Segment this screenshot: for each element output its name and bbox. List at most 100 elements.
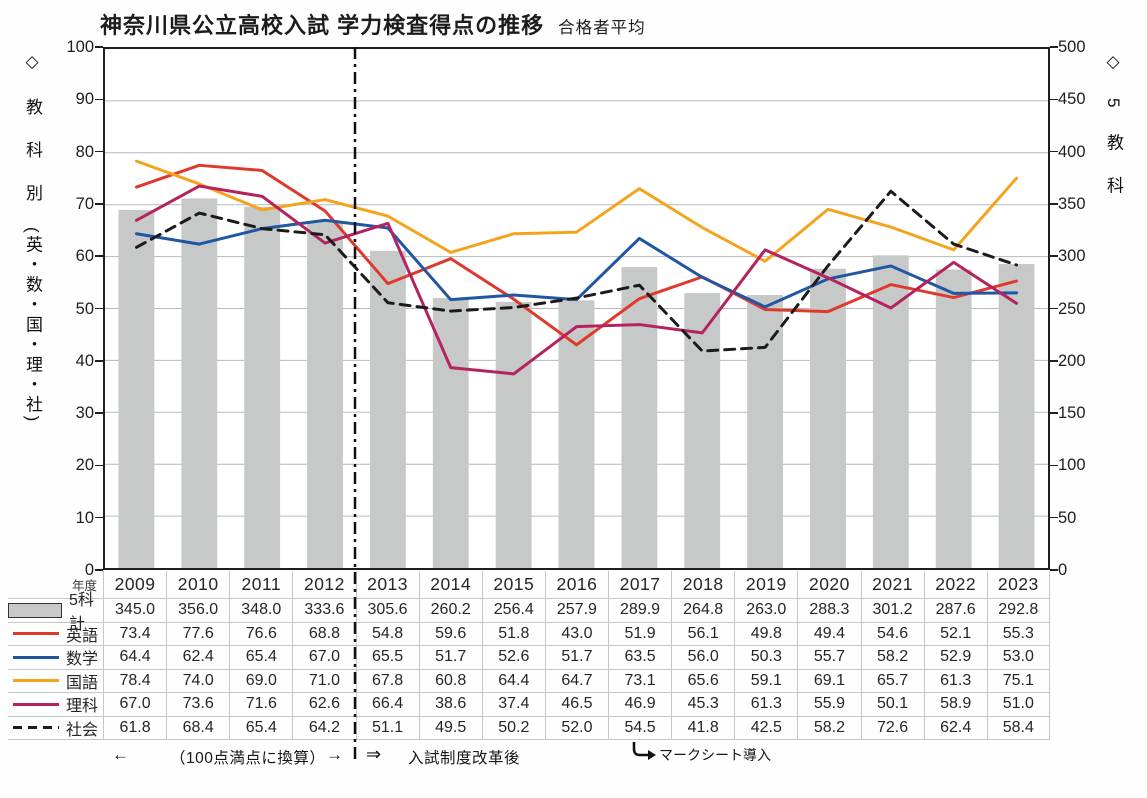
left-axis-title: ◇教科別(英・数・国・理・社) xyxy=(23,52,42,425)
tick-mark xyxy=(1050,46,1058,48)
chart-subtitle: 合格者平均 xyxy=(558,19,646,37)
legend-item-science: 理科 xyxy=(8,693,103,717)
line-swatch-social xyxy=(12,726,59,730)
tick-mark xyxy=(95,203,103,205)
value-total5-2022: 287.6 xyxy=(923,599,987,623)
right-tick-label: 250 xyxy=(1058,299,1086,318)
tick-mark xyxy=(1050,203,1058,205)
left-tick-label: 40 xyxy=(75,351,94,370)
legend-item-math: 数学 xyxy=(8,646,103,670)
value-english-2021: 54.6 xyxy=(860,622,924,646)
legend-item-social: 社会 xyxy=(8,717,103,740)
tick-mark xyxy=(95,46,103,48)
value-science-2010: 73.6 xyxy=(166,693,230,717)
page-title: 神奈川県公立高校入試 学力検査得点の推移 合格者平均 xyxy=(100,8,646,40)
value-japanese-2010: 74.0 xyxy=(166,669,230,693)
right-tick-label: 350 xyxy=(1058,194,1086,213)
value-total5-2023: 292.8 xyxy=(986,599,1050,623)
value-math-2011: 65.4 xyxy=(229,646,293,670)
tick-mark xyxy=(95,255,103,257)
year-header-2023: 2023 xyxy=(986,571,1050,599)
legend-label: 国語 xyxy=(65,674,98,692)
value-english-2009: 73.4 xyxy=(103,622,167,646)
year-header-2010: 2010 xyxy=(166,571,230,599)
value-japanese-2011: 69.0 xyxy=(229,669,293,693)
tick-mark xyxy=(1050,150,1058,153)
value-japanese-2020: 69.1 xyxy=(797,669,861,693)
value-english-2023: 55.3 xyxy=(986,622,1050,646)
value-science-2023: 51.0 xyxy=(986,693,1050,717)
plot-canvas xyxy=(105,100,1048,568)
legend-item-total5: 5科計 xyxy=(8,592,103,633)
legend-item-english: 英語 xyxy=(8,623,103,646)
chart-title: 神奈川県公立高校入試 学力検査得点の推移 xyxy=(100,13,545,38)
right-tick-label: 0 xyxy=(1058,561,1068,579)
left-tick-label: 0 xyxy=(84,561,94,579)
chart-plot-area xyxy=(103,47,1050,570)
line-swatch-science xyxy=(12,702,59,706)
value-math-2018: 56.0 xyxy=(671,646,735,670)
legend-label: 英語 xyxy=(65,627,98,645)
tick-mark xyxy=(95,360,103,362)
value-math-2016: 51.7 xyxy=(544,646,608,670)
year-header-2011: 2011 xyxy=(229,571,293,599)
value-math-2017: 63.5 xyxy=(608,646,672,670)
tick-mark xyxy=(1050,412,1058,414)
year-header-2018: 2018 xyxy=(671,571,735,599)
data-table: 年度 2009 2010 2011 2012 2013 2014 2015 2016 2017 20… xyxy=(8,571,1050,740)
tick-mark xyxy=(1050,360,1058,362)
line-math xyxy=(134,218,1019,309)
marksheet-note: マークシート導入 xyxy=(659,747,771,763)
value-science-2016: 46.5 xyxy=(544,693,608,717)
value-math-2020: 55.7 xyxy=(797,646,861,670)
year-header-2015: 2015 xyxy=(481,571,545,599)
value-social-2023: 58.4 xyxy=(986,716,1050,740)
left-tick-label: 20 xyxy=(75,456,94,475)
value-math-2013: 65.5 xyxy=(355,646,419,670)
value-english-2017: 51.9 xyxy=(608,622,672,646)
value-social-2022: 62.4 xyxy=(923,716,987,740)
tick-mark xyxy=(95,464,103,467)
right-tick-label: 200 xyxy=(1058,351,1086,370)
legend-label: 社会 xyxy=(65,721,98,739)
tick-mark xyxy=(95,150,103,153)
tick-mark xyxy=(95,98,103,101)
right-tick-label: 150 xyxy=(1058,404,1086,423)
value-social-2013: 51.1 xyxy=(355,716,419,740)
value-total5-2017: 289.9 xyxy=(608,599,672,623)
bar-2010 xyxy=(181,198,218,568)
line-japanese xyxy=(134,159,1019,263)
bar-2011 xyxy=(244,206,281,568)
right-tick-label: 50 xyxy=(1058,508,1077,527)
value-total5-2012: 333.6 xyxy=(292,599,356,623)
value-social-2017: 54.5 xyxy=(608,716,672,740)
value-english-2019: 49.8 xyxy=(734,622,798,646)
right-axis-title: ◇5教科 xyxy=(1104,52,1123,220)
value-science-2021: 50.1 xyxy=(860,693,924,717)
right-tick-label: 500 xyxy=(1058,38,1086,56)
tick-mark xyxy=(1050,255,1058,257)
value-japanese-2009: 78.4 xyxy=(103,669,167,693)
value-math-2023: 53.0 xyxy=(986,646,1050,670)
value-science-2013: 66.4 xyxy=(355,693,419,717)
year-header-2017: 2017 xyxy=(608,571,672,599)
bar-2009 xyxy=(118,209,155,568)
year-axis-label: 年度 xyxy=(8,571,103,599)
tick-mark xyxy=(95,516,103,519)
value-english-2013: 54.8 xyxy=(355,622,419,646)
legend-label: 理科 xyxy=(65,698,98,716)
value-japanese-2013: 67.8 xyxy=(355,669,419,693)
curved-arrow-icon xyxy=(632,742,656,760)
value-japanese-2014: 60.8 xyxy=(418,669,482,693)
line-swatch-english xyxy=(12,632,59,636)
value-math-2009: 64.4 xyxy=(103,646,167,670)
year-header-2012: 2012 xyxy=(292,571,356,599)
value-science-2015: 37.4 xyxy=(481,693,545,717)
left-tick-label: 80 xyxy=(75,142,94,161)
value-total5-2010: 356.0 xyxy=(166,599,230,623)
left-arrow-icon: ← xyxy=(112,745,130,764)
right-tick-label: 400 xyxy=(1058,142,1086,161)
year-header-2016: 2016 xyxy=(544,571,608,599)
value-total5-2011: 348.0 xyxy=(229,599,293,623)
